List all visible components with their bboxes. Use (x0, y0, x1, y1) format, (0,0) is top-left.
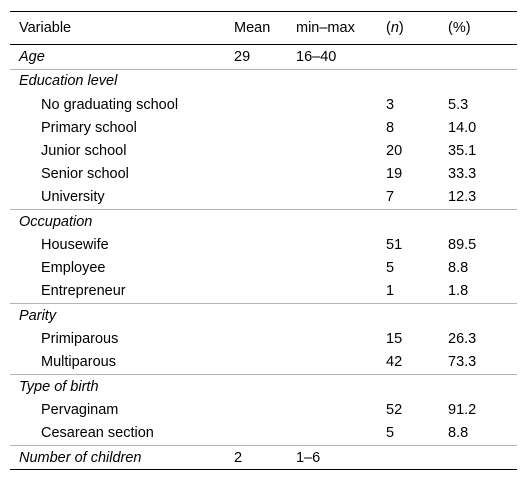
table-row: Pervaginam 52 91.2 (10, 398, 517, 421)
table-row-age: Age 29 16–40 (10, 45, 517, 70)
row-n: 51 (386, 237, 403, 254)
row-range-children: 1–6 (296, 444, 386, 471)
row-pct: 8.8 (448, 425, 469, 442)
row-label-occupation: Occupation (10, 208, 234, 234)
header-n-open: ( (386, 20, 391, 36)
row-n: 5 (386, 260, 395, 277)
table-header: Variable Mean min–max (n) (%) (10, 11, 517, 45)
row-n: 8 (386, 119, 395, 136)
row-label: Employee (41, 260, 106, 277)
row-mean-children: 2 (234, 444, 296, 471)
header-n: (n) (386, 12, 448, 45)
row-n: 42 (386, 354, 403, 371)
row-pct: 8.8 (448, 260, 469, 277)
row-label: Multiparous (41, 354, 116, 371)
row-pct-age (448, 45, 517, 70)
table-row-occupation-group: Occupation (10, 208, 517, 234)
table-row: Senior school 19 33.3 (10, 163, 517, 186)
row-label: Pervaginam (41, 401, 119, 418)
row-label-parity: Parity (10, 303, 234, 328)
table-body: Age 29 16–40 Education level No graduati… (10, 45, 517, 471)
header-row: Variable Mean min–max (n) (%) (10, 11, 517, 45)
row-mean-age: 29 (234, 48, 251, 65)
row-n: 15 (386, 331, 403, 348)
table-row: Primiparous 15 26.3 (10, 328, 517, 351)
row-label: Junior school (41, 142, 127, 159)
table-row: Housewife 51 89.5 (10, 233, 517, 256)
table-row: Multiparous 42 73.3 (10, 351, 517, 375)
row-pct: 33.3 (448, 166, 477, 183)
row-n: 20 (386, 142, 403, 159)
row-n: 3 (386, 96, 395, 113)
table-row: Employee 5 8.8 (10, 257, 517, 280)
row-label: Primiparous (41, 331, 119, 348)
table-row: University 7 12.3 (10, 186, 517, 210)
header-variable: Variable (19, 20, 72, 36)
row-pct: 89.5 (448, 237, 477, 254)
demographics-table: Variable Mean min–max (n) (%) Age 29 16–… (10, 11, 517, 471)
row-pct: 5.3 (448, 96, 469, 113)
table-row-education-group: Education level (10, 68, 517, 93)
row-label: Housewife (41, 237, 109, 254)
row-range-age: 16–40 (296, 48, 337, 65)
row-label-age: Age (19, 48, 45, 65)
row-label: Primary school (41, 119, 137, 136)
row-label-education: Education level (10, 68, 234, 93)
row-label: University (41, 189, 105, 206)
row-n: 5 (386, 425, 395, 442)
demographics-table-container: Variable Mean min–max (n) (%) Age 29 16–… (10, 11, 517, 471)
row-label-birth: Type of birth (10, 373, 234, 399)
row-n: 7 (386, 189, 395, 206)
row-n-age (386, 45, 448, 70)
table-row-birth-group: Type of birth (10, 373, 517, 399)
row-pct: 26.3 (448, 331, 477, 348)
row-pct: 1.8 (448, 283, 469, 300)
table-row: Entrepreneur 1 1.8 (10, 280, 517, 304)
header-range: min–max (296, 20, 355, 36)
row-pct: 12.3 (448, 189, 477, 206)
row-pct: 91.2 (448, 401, 477, 418)
row-n: 52 (386, 401, 403, 418)
row-n: 1 (386, 283, 395, 300)
row-label: Cesarean section (41, 425, 154, 442)
header-percent: (%) (448, 20, 471, 36)
row-label-children: Number of children (10, 444, 234, 471)
table-row: Junior school 20 35.1 (10, 139, 517, 162)
table-row-children: Number of children 2 1–6 (10, 444, 517, 471)
table-row: Cesarean section 5 8.8 (10, 422, 517, 446)
header-mean: Mean (234, 20, 271, 36)
row-pct: 35.1 (448, 142, 477, 159)
table-row: Primary school 8 14.0 (10, 116, 517, 139)
table-row: No graduating school 3 5.3 (10, 93, 517, 116)
header-n-close: ) (398, 20, 404, 36)
row-label: Entrepreneur (41, 283, 126, 300)
row-label: No graduating school (41, 96, 179, 113)
row-pct: 14.0 (448, 119, 477, 136)
table-row-parity-group: Parity (10, 303, 517, 328)
row-n: 19 (386, 166, 403, 183)
header-n-letter: n (390, 20, 399, 36)
row-label: Senior school (41, 166, 129, 183)
row-pct: 73.3 (448, 354, 477, 371)
